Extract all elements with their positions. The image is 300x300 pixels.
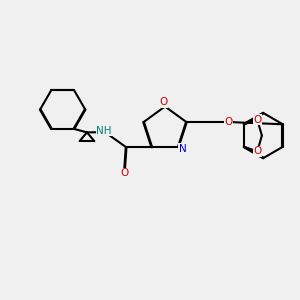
Text: NH: NH xyxy=(97,126,112,136)
Text: O: O xyxy=(159,97,168,107)
Text: O: O xyxy=(253,115,262,125)
Text: O: O xyxy=(121,168,129,178)
Text: O: O xyxy=(253,146,262,156)
Text: N: N xyxy=(179,144,187,154)
Text: O: O xyxy=(224,117,232,127)
